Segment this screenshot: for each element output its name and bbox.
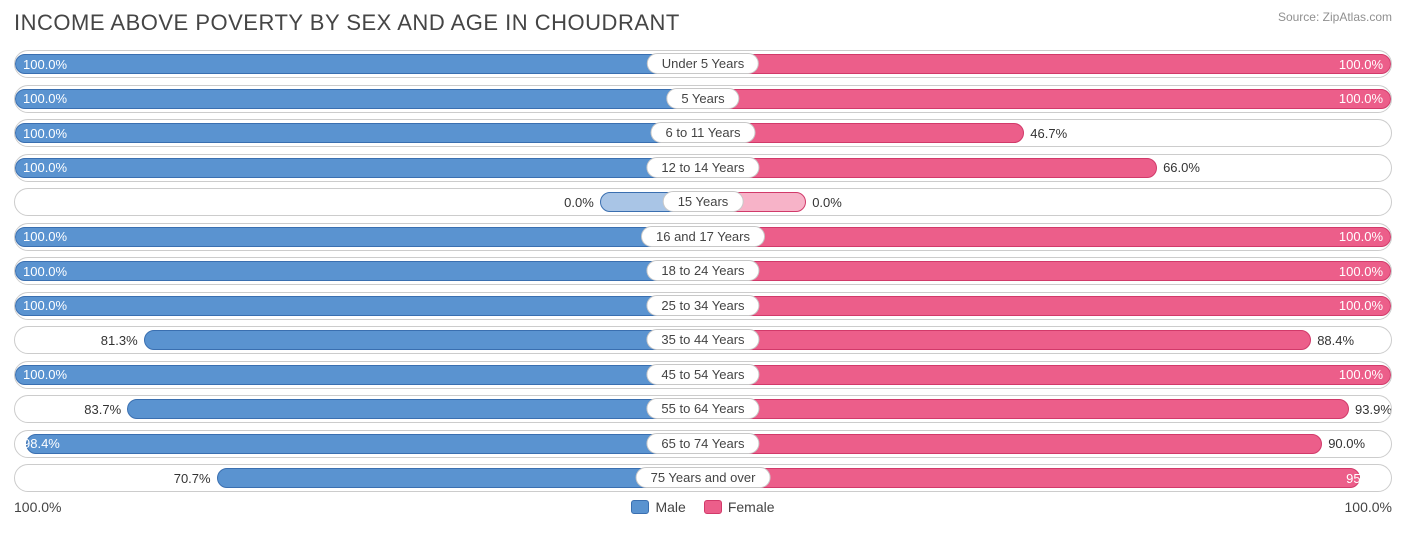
female-value-label: 93.9% bbox=[1355, 396, 1392, 422]
category-label: 25 to 34 Years bbox=[646, 295, 759, 316]
female-bar bbox=[703, 468, 1360, 488]
pyramid-chart: 100.0% 100.0% Under 5 Years 100.0% 100.0% 5 Y… bbox=[14, 50, 1392, 492]
axis-left-label: 100.0% bbox=[14, 499, 61, 515]
category-label: 5 Years bbox=[666, 88, 739, 109]
male-value-label: 98.4% bbox=[23, 431, 60, 457]
male-bar bbox=[15, 261, 703, 281]
male-value-label: 83.7% bbox=[84, 396, 121, 422]
male-value-label: 100.0% bbox=[23, 362, 67, 388]
legend-female-swatch bbox=[704, 500, 722, 514]
male-bar bbox=[127, 399, 703, 419]
category-label: 18 to 24 Years bbox=[646, 260, 759, 281]
chart-row: 100.0% 100.0% Under 5 Years bbox=[14, 50, 1392, 78]
legend-male-label: Male bbox=[655, 499, 685, 515]
chart-row: 100.0% 100.0% 18 to 24 Years bbox=[14, 257, 1392, 285]
male-bar bbox=[26, 434, 703, 454]
legend-male-swatch bbox=[631, 500, 649, 514]
male-value-label: 100.0% bbox=[23, 224, 67, 250]
male-bar bbox=[15, 296, 703, 316]
female-value-label: 100.0% bbox=[1339, 258, 1383, 284]
female-bar bbox=[703, 158, 1157, 178]
male-value-label: 100.0% bbox=[23, 86, 67, 112]
female-bar bbox=[703, 227, 1391, 247]
female-value-label: 66.0% bbox=[1163, 155, 1200, 181]
female-bar bbox=[703, 330, 1311, 350]
category-label: 65 to 74 Years bbox=[646, 433, 759, 454]
category-label: 55 to 64 Years bbox=[646, 398, 759, 419]
female-value-label: 100.0% bbox=[1339, 86, 1383, 112]
female-value-label: 88.4% bbox=[1317, 327, 1354, 353]
category-label: Under 5 Years bbox=[647, 53, 759, 74]
female-bar bbox=[703, 296, 1391, 316]
female-value-label: 100.0% bbox=[1339, 362, 1383, 388]
category-label: 6 to 11 Years bbox=[651, 122, 756, 143]
female-value-label: 100.0% bbox=[1339, 293, 1383, 319]
category-label: 16 and 17 Years bbox=[641, 226, 765, 247]
legend: Male Female bbox=[631, 499, 774, 515]
chart-row: 100.0% 46.7% 6 to 11 Years bbox=[14, 119, 1392, 147]
chart-footer: 100.0% Male Female 100.0% bbox=[14, 499, 1392, 515]
female-value-label: 90.0% bbox=[1328, 431, 1365, 457]
female-bar bbox=[703, 365, 1391, 385]
male-bar bbox=[15, 123, 703, 143]
female-value-label: 46.7% bbox=[1030, 120, 1067, 146]
category-label: 12 to 14 Years bbox=[646, 157, 759, 178]
chart-row: 81.3% 88.4% 35 to 44 Years bbox=[14, 326, 1392, 354]
male-value-label: 0.0% bbox=[564, 189, 594, 215]
female-bar bbox=[703, 54, 1391, 74]
female-bar bbox=[703, 261, 1391, 281]
chart-row: 100.0% 100.0% 45 to 54 Years bbox=[14, 361, 1392, 389]
male-bar bbox=[15, 54, 703, 74]
male-bar bbox=[15, 227, 703, 247]
male-value-label: 81.3% bbox=[101, 327, 138, 353]
female-bar bbox=[703, 399, 1349, 419]
female-bar bbox=[703, 89, 1391, 109]
chart-row: 0.0% 0.0% 15 Years bbox=[14, 188, 1392, 216]
male-value-label: 100.0% bbox=[23, 155, 67, 181]
chart-row: 100.0% 100.0% 16 and 17 Years bbox=[14, 223, 1392, 251]
chart-title: INCOME ABOVE POVERTY BY SEX AND AGE IN C… bbox=[14, 10, 680, 36]
female-bar bbox=[703, 434, 1322, 454]
legend-male: Male bbox=[631, 499, 685, 515]
female-value-label: 100.0% bbox=[1339, 51, 1383, 77]
chart-row: 100.0% 100.0% 25 to 34 Years bbox=[14, 292, 1392, 320]
category-label: 45 to 54 Years bbox=[646, 364, 759, 385]
male-value-label: 100.0% bbox=[23, 293, 67, 319]
male-value-label: 70.7% bbox=[174, 465, 211, 491]
chart-source: Source: ZipAtlas.com bbox=[1278, 10, 1392, 24]
female-value-label: 100.0% bbox=[1339, 224, 1383, 250]
male-bar bbox=[15, 158, 703, 178]
male-bar bbox=[15, 89, 703, 109]
male-value-label: 100.0% bbox=[23, 258, 67, 284]
male-value-label: 100.0% bbox=[23, 120, 67, 146]
male-bar bbox=[217, 468, 703, 488]
male-bar bbox=[15, 365, 703, 385]
legend-female-label: Female bbox=[728, 499, 775, 515]
chart-row: 98.4% 90.0% 65 to 74 Years bbox=[14, 430, 1392, 458]
chart-header: INCOME ABOVE POVERTY BY SEX AND AGE IN C… bbox=[14, 10, 1392, 36]
male-value-label: 100.0% bbox=[23, 51, 67, 77]
chart-row: 83.7% 93.9% 55 to 64 Years bbox=[14, 395, 1392, 423]
female-value-label: 95.5% bbox=[1346, 465, 1383, 491]
female-value-label: 0.0% bbox=[812, 189, 842, 215]
category-label: 75 Years and over bbox=[636, 467, 771, 488]
chart-row: 100.0% 66.0% 12 to 14 Years bbox=[14, 154, 1392, 182]
chart-row: 100.0% 100.0% 5 Years bbox=[14, 85, 1392, 113]
axis-right-label: 100.0% bbox=[1345, 499, 1392, 515]
category-label: 15 Years bbox=[663, 191, 744, 212]
chart-row: 70.7% 95.5% 75 Years and over bbox=[14, 464, 1392, 492]
legend-female: Female bbox=[704, 499, 775, 515]
male-bar bbox=[144, 330, 703, 350]
category-label: 35 to 44 Years bbox=[646, 329, 759, 350]
